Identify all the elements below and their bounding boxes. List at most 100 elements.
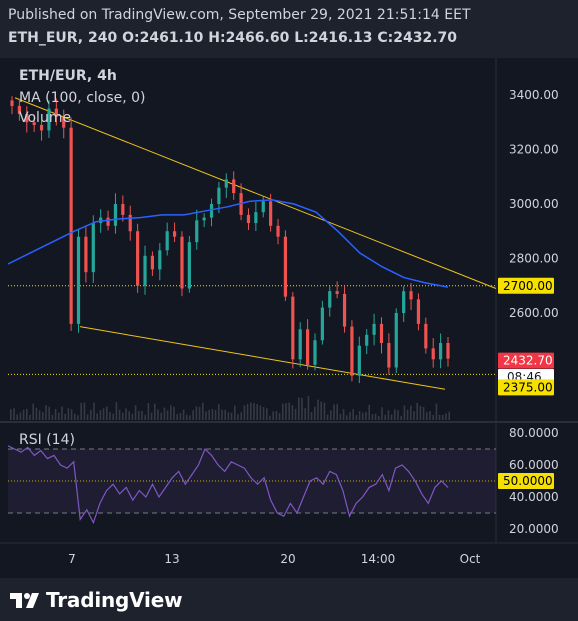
volume-bar (83, 402, 86, 420)
volume-bar (378, 415, 380, 420)
candle-body (187, 242, 191, 289)
close-label: C: (377, 30, 394, 46)
volume-bar (275, 410, 278, 420)
candle-body (261, 201, 265, 213)
candle-body (416, 299, 421, 324)
volume-bar (374, 413, 377, 420)
volume-bar (230, 412, 233, 420)
candle-body (232, 179, 236, 194)
volume-bar (96, 413, 98, 420)
volume-bar (138, 411, 140, 420)
level-badge-2375: 2375.00 (503, 380, 553, 394)
volume-bar (304, 408, 306, 420)
candle-body (39, 124, 44, 131)
volume-bar (115, 402, 118, 420)
volume-bar (272, 411, 274, 420)
volume-bar (118, 409, 121, 420)
volume-bar (234, 405, 236, 420)
volume-bar (93, 402, 95, 420)
volume-bar (278, 412, 281, 420)
candle-body (402, 291, 406, 313)
volume-bar (259, 405, 262, 420)
volume-bar (426, 412, 428, 420)
level-badge-2700: 2700.00 (503, 279, 553, 293)
volume-bar (218, 404, 220, 420)
volume-bar (173, 406, 175, 420)
volume-bar (320, 401, 322, 420)
time-tick-label: 13 (164, 552, 179, 566)
volume-bar (26, 408, 28, 420)
candle-body (69, 127, 73, 324)
volume-bar (355, 415, 358, 420)
candle-body (54, 108, 58, 117)
candle-body (202, 217, 206, 221)
volume-bar (186, 414, 188, 420)
volume-bar (182, 409, 185, 420)
volume-bar (99, 410, 102, 420)
volume-bar (336, 404, 338, 420)
volume-bar (122, 412, 124, 420)
volume-bar (109, 412, 111, 420)
volume-bar (349, 412, 351, 420)
volume-bar (282, 403, 284, 420)
volume-bar (38, 410, 41, 420)
rsi-current-badge-bg (498, 473, 554, 489)
volume-bar (358, 411, 361, 420)
volume-bar (314, 406, 316, 420)
candle-body (409, 291, 413, 300)
volume-bar (211, 409, 214, 420)
volume-bar (70, 409, 73, 420)
volume-bar (51, 414, 54, 420)
volume-bar (435, 403, 438, 420)
tradingview-brand: TradingView (46, 588, 183, 612)
volume-bar (397, 410, 399, 420)
rsi-tick-label: 80.0000 (509, 426, 559, 440)
tradingview-logo[interactable]: TradingView (10, 588, 183, 612)
candle-body (195, 220, 199, 243)
candle-body (276, 225, 280, 237)
price-tick-label: 2800.00 (509, 252, 559, 266)
volume-bar (77, 415, 79, 420)
volume-bar (410, 405, 412, 420)
volume-bar (80, 402, 82, 420)
price-tick-label: 3400.00 (509, 88, 559, 102)
volume-bar (205, 411, 207, 420)
candle-body (439, 342, 443, 360)
rsi-tick-label: 20.0000 (509, 522, 559, 536)
level-badge-2375-bg (498, 379, 554, 396)
volume-bar (384, 414, 386, 420)
candle-body (180, 236, 184, 289)
candle-body (305, 329, 310, 365)
volume-bar (403, 405, 406, 420)
volume-bar (413, 411, 415, 420)
volume-bar (237, 414, 239, 420)
volume-bar (166, 410, 169, 420)
volume-bar (246, 403, 249, 420)
candle-body (150, 255, 155, 270)
volume-bar (32, 403, 34, 420)
candle-body (291, 296, 295, 360)
time-tick-label: 14:00 (361, 552, 396, 566)
volume-bar (362, 412, 364, 420)
volume-bar (387, 410, 390, 420)
volume-bar (394, 409, 396, 420)
rsi-current-badge: 50.0000 (503, 474, 553, 488)
rsi-tick-label: 60.0000 (509, 458, 559, 472)
candle-body (165, 231, 169, 251)
volume-bar (208, 409, 210, 420)
candle-body (62, 116, 66, 128)
tradingview-logo-icon (10, 593, 39, 608)
high-label: H: (208, 30, 226, 46)
candle-body (379, 323, 384, 343)
candle-body (424, 323, 428, 349)
candle-body (446, 342, 450, 359)
candle-body (320, 307, 324, 341)
volume-bar (406, 409, 409, 420)
candle-body (17, 105, 21, 115)
price-chart[interactable]: 3400.00 3200.00 3000.00 2800.00 2600.00 80.00… (0, 58, 578, 578)
last-price-badge-bg (498, 352, 554, 369)
candle-body (32, 122, 36, 125)
volume-bar (250, 402, 252, 420)
volume-bar (262, 407, 265, 420)
candle-body (84, 236, 88, 273)
